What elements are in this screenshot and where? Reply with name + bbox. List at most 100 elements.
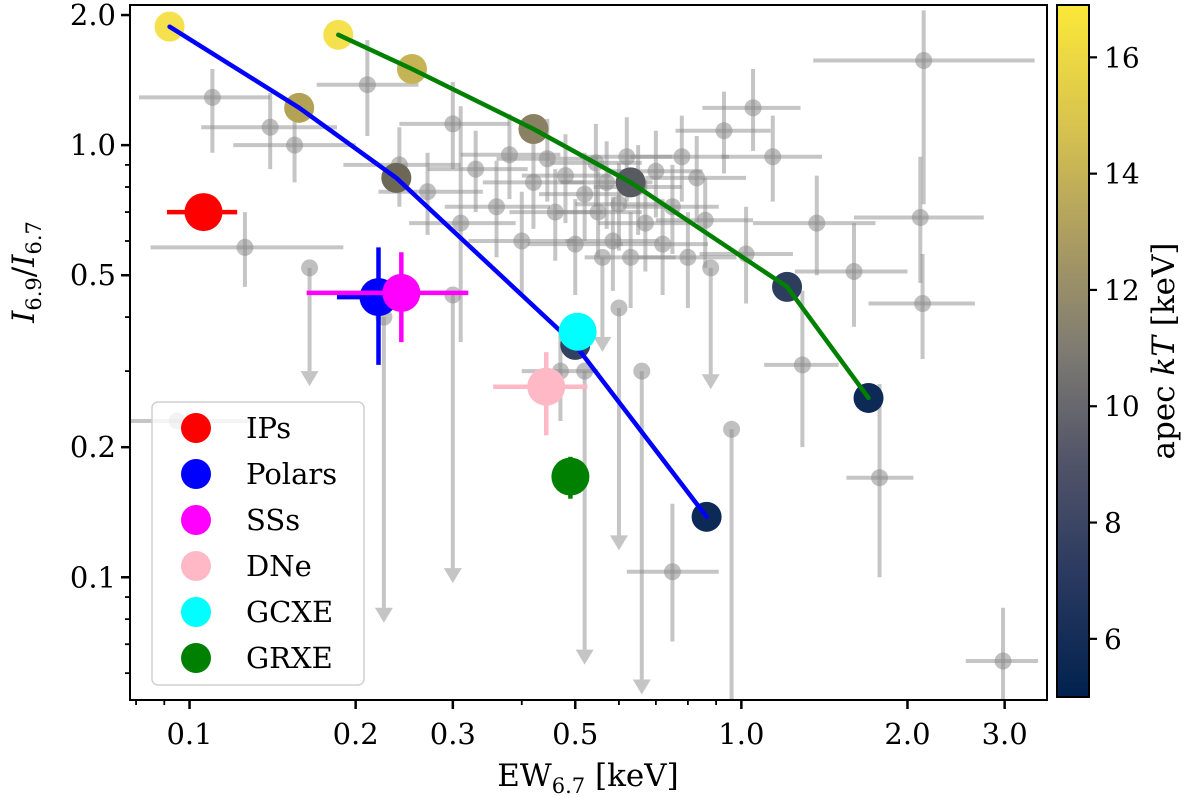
background-point-marker bbox=[610, 299, 628, 317]
background-point-marker bbox=[444, 115, 462, 133]
background-point-marker bbox=[636, 214, 654, 232]
background-point bbox=[701, 259, 720, 390]
upper-limit-arrow-icon bbox=[609, 535, 628, 551]
x-tick-label: 0.1 bbox=[166, 717, 212, 751]
x-tick-label: 0.5 bbox=[552, 717, 598, 751]
legend-label: SSs bbox=[246, 503, 300, 537]
background-point-marker bbox=[419, 183, 437, 201]
background-point bbox=[316, 40, 419, 136]
legend-label: IPs bbox=[246, 411, 291, 445]
background-point bbox=[632, 362, 651, 695]
x-tick-label: 1.0 bbox=[718, 717, 764, 751]
class-point-sss bbox=[306, 252, 469, 343]
colorbar-bar bbox=[1056, 4, 1090, 698]
background-point-marker bbox=[301, 259, 319, 277]
background-point bbox=[794, 223, 908, 327]
background-point bbox=[427, 130, 528, 213]
legend-label: GCXE bbox=[246, 595, 333, 629]
upper-limit-arrow-icon bbox=[575, 649, 594, 665]
y-tick-label: 0.2 bbox=[70, 430, 116, 464]
background-point bbox=[764, 290, 839, 448]
background-point-marker bbox=[914, 295, 932, 313]
legend-marker-polars bbox=[181, 459, 211, 489]
background-point-marker bbox=[673, 148, 691, 166]
background-point-marker bbox=[702, 259, 720, 277]
legend-marker-ips bbox=[181, 413, 211, 443]
x-tick-label: 2.0 bbox=[884, 717, 930, 751]
background-point bbox=[813, 10, 1035, 205]
x-tick-label: 0.3 bbox=[430, 717, 476, 751]
background-point-marker bbox=[589, 203, 607, 221]
y-tick-label: 1.0 bbox=[70, 128, 116, 162]
class-point-marker bbox=[551, 457, 590, 496]
upper-limit-arrow-icon bbox=[300, 371, 319, 387]
background-point bbox=[645, 135, 747, 224]
class-point-marker bbox=[527, 367, 566, 406]
background-point-marker bbox=[513, 232, 531, 250]
background-point bbox=[853, 156, 984, 283]
background-point-marker bbox=[556, 167, 574, 185]
class-point-marker bbox=[558, 312, 597, 351]
legend-marker-grxe bbox=[181, 643, 211, 673]
background-point-marker bbox=[203, 88, 221, 106]
plot-frame bbox=[129, 4, 1048, 701]
background-point bbox=[575, 362, 594, 665]
background-point-marker bbox=[871, 469, 889, 487]
legend-marker-dne bbox=[181, 551, 211, 581]
background-point-marker bbox=[723, 420, 741, 438]
background-point-marker bbox=[663, 563, 681, 581]
class-point-grxe bbox=[551, 456, 590, 499]
background-point-marker bbox=[593, 248, 611, 266]
background-point bbox=[638, 212, 737, 308]
background-point-marker bbox=[915, 51, 933, 69]
legend-marker-sss bbox=[181, 505, 211, 535]
background-point-marker bbox=[452, 214, 470, 232]
background-point-marker bbox=[622, 248, 640, 266]
background-point bbox=[593, 248, 612, 352]
colorbar-tick-label: 12 bbox=[1104, 274, 1140, 307]
model-curve-green bbox=[323, 19, 884, 413]
background-point-marker bbox=[618, 148, 636, 166]
upper-limit-arrow-icon bbox=[723, 700, 741, 715]
x-axis-title: EW6.7 [keV] bbox=[497, 758, 678, 798]
upper-limit-arrow-icon bbox=[593, 336, 612, 352]
legend-marker-gcxe bbox=[181, 597, 211, 627]
background-point bbox=[965, 607, 1039, 700]
background-point-marker bbox=[654, 235, 672, 253]
y-axis-title: I6.9/I6.7 bbox=[6, 221, 46, 324]
background-point-marker bbox=[688, 169, 706, 187]
class-points-layer bbox=[166, 193, 597, 499]
background-point-marker bbox=[715, 122, 733, 140]
colorbar-title: apec kT [keV] bbox=[1146, 243, 1182, 460]
background-point bbox=[468, 191, 576, 295]
background-point-marker bbox=[911, 209, 929, 227]
background-point bbox=[150, 212, 344, 287]
background-point-marker bbox=[764, 148, 782, 166]
background-point-marker bbox=[793, 356, 811, 374]
colorbar-tick-label: 16 bbox=[1104, 41, 1140, 74]
legend: IPs Polars SSs DNe GCXE GRXE bbox=[151, 401, 365, 686]
background-point bbox=[409, 106, 516, 343]
background-point bbox=[399, 81, 510, 170]
colorbar-tick-label: 10 bbox=[1104, 390, 1140, 423]
legend-label: GRXE bbox=[246, 641, 333, 675]
background-point-marker bbox=[286, 136, 304, 154]
y-tick-label: 0.1 bbox=[70, 560, 116, 594]
upper-limit-arrow-icon bbox=[374, 607, 393, 623]
background-point-marker bbox=[679, 248, 697, 266]
y-tick-label: 0.5 bbox=[70, 258, 116, 292]
x-tick-label: 3.0 bbox=[982, 717, 1028, 751]
model-curves-layer bbox=[154, 11, 884, 532]
background-point-marker bbox=[358, 76, 376, 94]
background-point bbox=[521, 134, 611, 224]
colorbar: 6 8 10 12 14 16 bbox=[1056, 4, 1140, 698]
background-point bbox=[868, 253, 975, 359]
background-point bbox=[723, 420, 741, 715]
background-point bbox=[702, 69, 801, 151]
upper-limit-arrow-icon bbox=[443, 568, 462, 584]
background-point-marker bbox=[524, 173, 542, 191]
background-point bbox=[300, 259, 319, 387]
model-curve-green-line bbox=[336, 32, 871, 401]
background-point bbox=[201, 93, 337, 170]
legend-label: Polars bbox=[246, 457, 337, 491]
